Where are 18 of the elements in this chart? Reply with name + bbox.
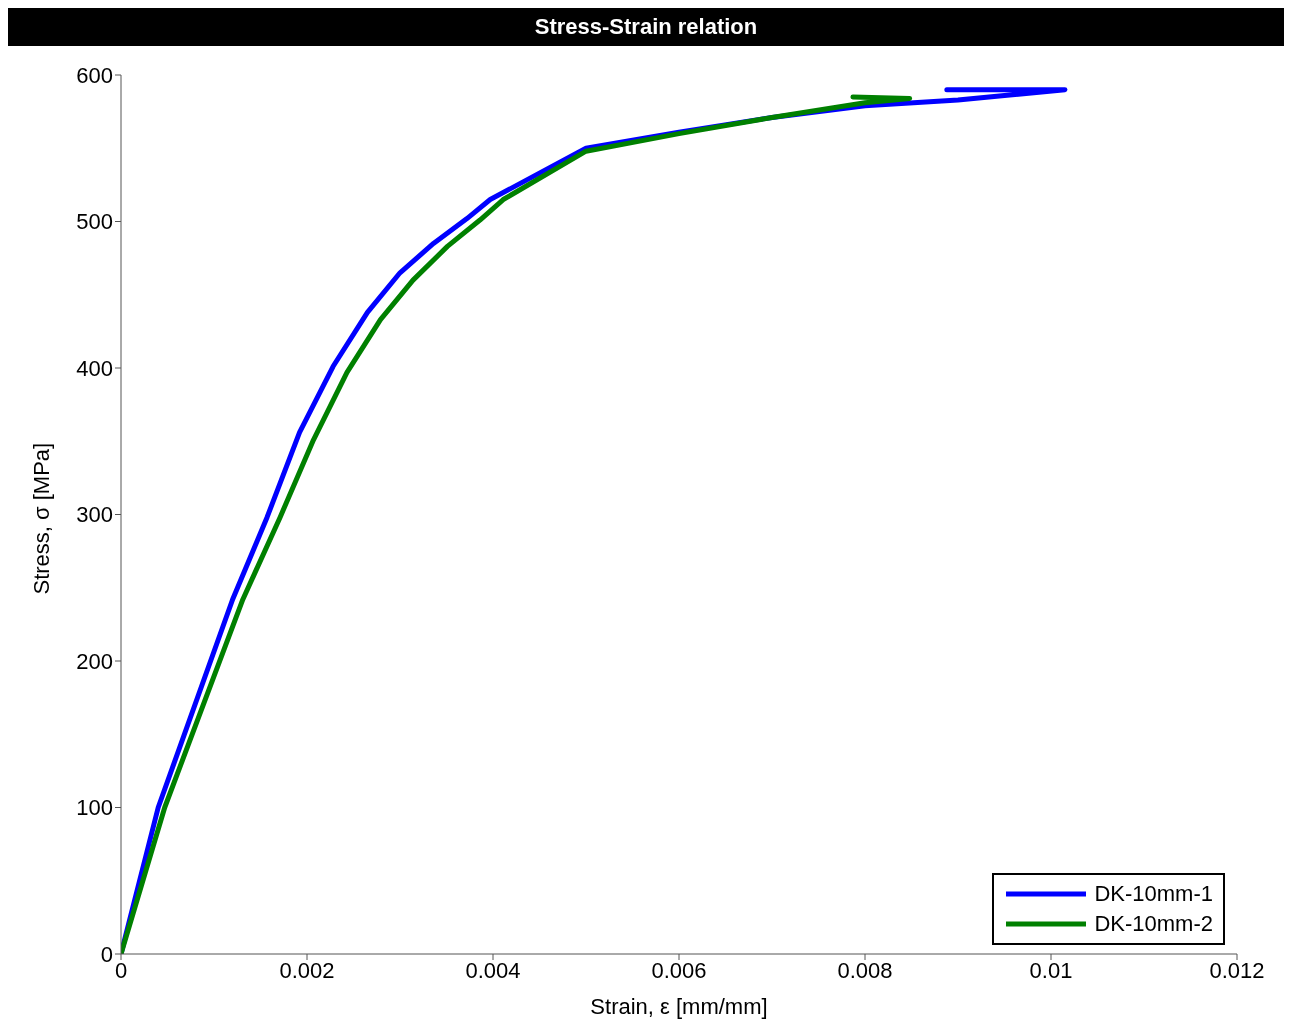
x-tick-label: 0.002 (279, 957, 335, 983)
chart-title: Stress-Strain relation (8, 8, 1284, 46)
x-tick-label: 0.004 (465, 957, 521, 983)
y-tick-label: 200 (76, 648, 113, 674)
legend-label: DK-10mm-1 (1094, 881, 1213, 907)
y-tick-label: 100 (76, 795, 113, 821)
y-tick-label: 300 (76, 502, 113, 528)
x-tick-label: 0.01 (1029, 957, 1073, 983)
legend-label: DK-10mm-2 (1094, 911, 1213, 937)
x-tick-label: 0.006 (651, 957, 707, 983)
y-tick-label: 400 (76, 355, 113, 381)
y-axis-title: Stress, σ [MPa] (28, 442, 54, 595)
y-tick-label: 500 (76, 209, 113, 235)
x-axis-title: Strain, ε [mm/mm] (590, 994, 768, 1019)
x-tick-label: 0.012 (1209, 957, 1265, 983)
x-tick-label: 0.008 (837, 957, 893, 983)
y-tick-label: 0 (100, 941, 113, 967)
y-tick-label: 600 (76, 62, 113, 88)
